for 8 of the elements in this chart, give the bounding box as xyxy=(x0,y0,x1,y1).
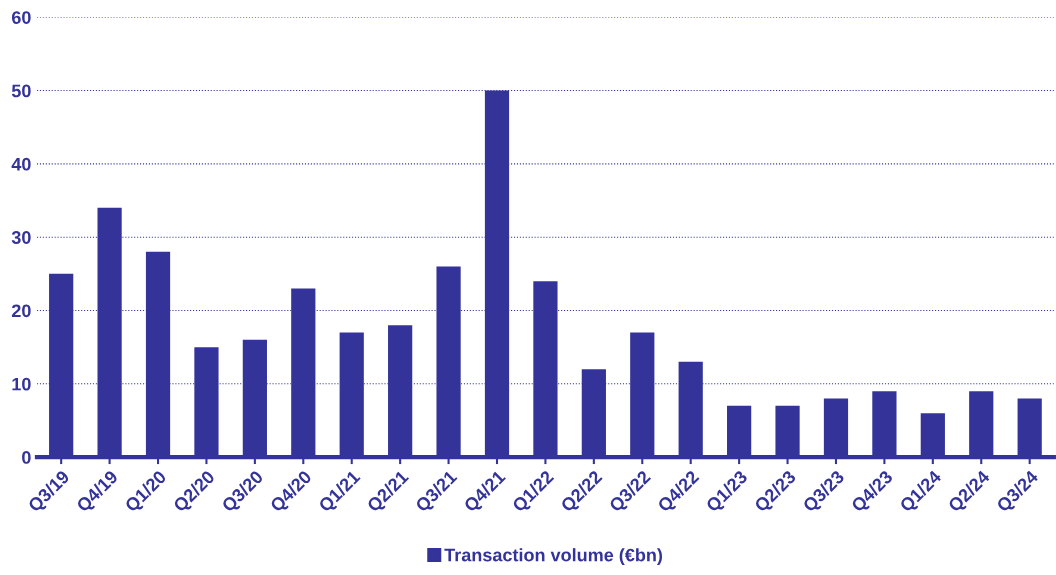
y-tick-label: 50 xyxy=(11,84,31,98)
y-tick-label: 60 xyxy=(11,11,31,24)
y-tick-label: 0 xyxy=(22,451,31,464)
y-tick-label: 10 xyxy=(12,377,31,391)
y-tick-label: 20 xyxy=(11,304,31,318)
y-tick-label: 30 xyxy=(11,231,31,244)
legend-label: Transaction volume (€bn) xyxy=(444,548,663,565)
y-tick-label: 40 xyxy=(11,157,31,171)
